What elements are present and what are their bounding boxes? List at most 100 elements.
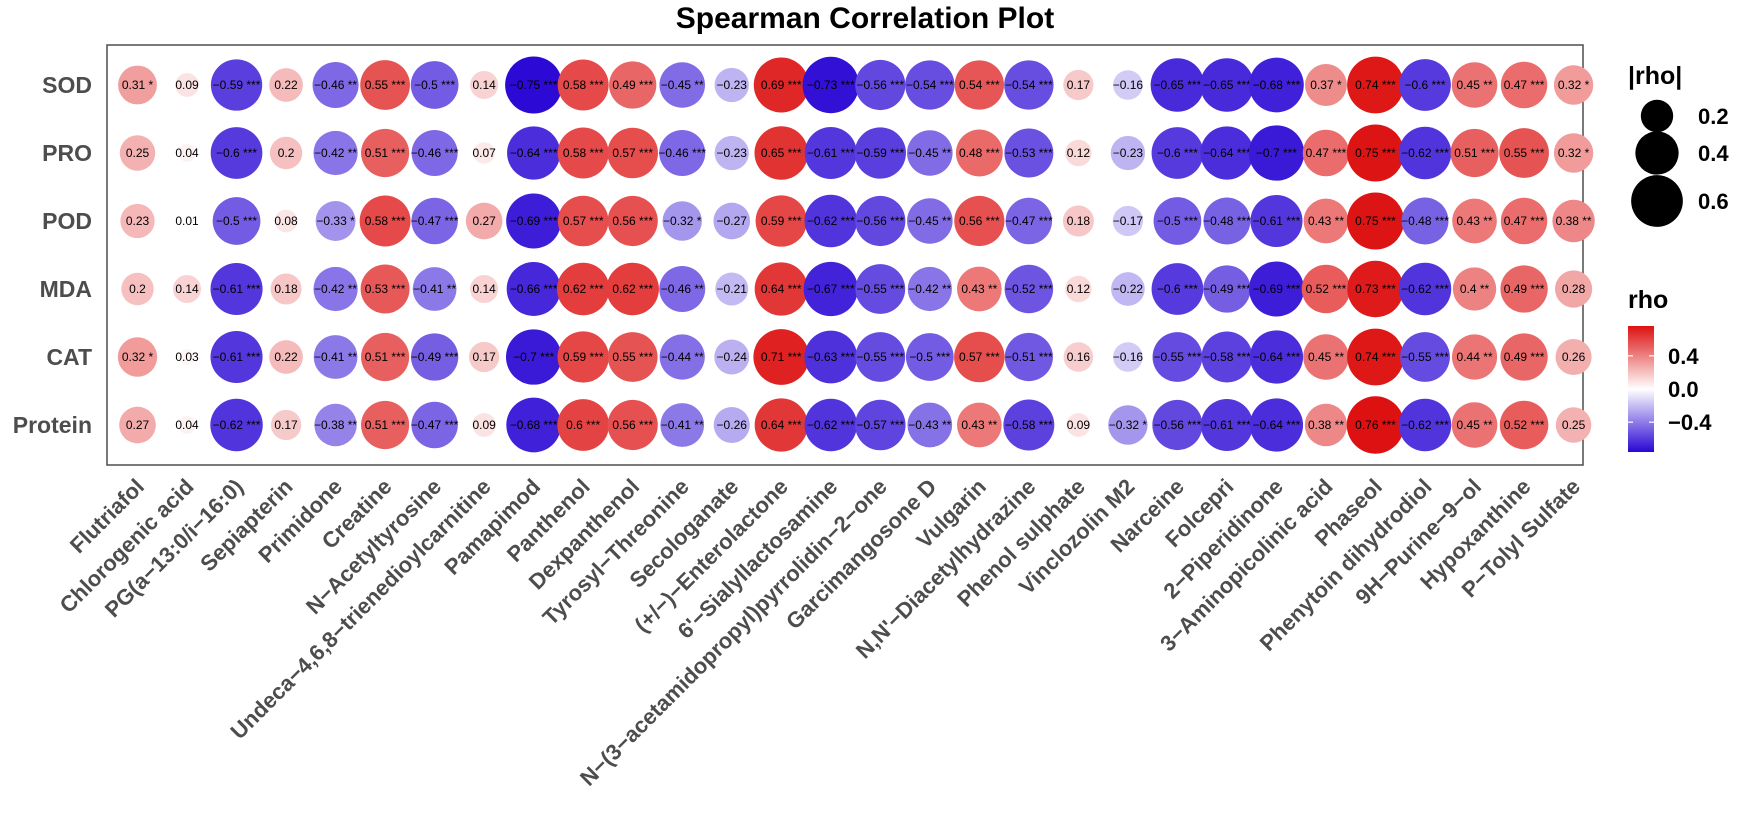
- cell-dot: [210, 330, 263, 384]
- cell-label: −0.41 **: [661, 418, 704, 432]
- cell-label: −0.62 ***: [213, 418, 261, 432]
- cell-label: 0.09: [1067, 418, 1091, 432]
- cell-dot: [1398, 126, 1452, 180]
- cell-label: −0.17: [1113, 214, 1144, 228]
- cell-label: 0.32 *: [1558, 146, 1590, 160]
- cell-dot: [270, 409, 302, 441]
- cell-label: 0.51 ***: [1454, 146, 1495, 160]
- cell-dot: [802, 56, 859, 114]
- cell-label: −0.67 ***: [807, 282, 855, 296]
- color-legend: rho 0.4 0.0 −0.4: [1628, 286, 1712, 452]
- cell-dot: [607, 332, 658, 382]
- cell-dot: [473, 142, 495, 164]
- cell-dot: [1110, 135, 1146, 171]
- cell-dot: [659, 265, 706, 313]
- cell-dot: [804, 398, 858, 452]
- cell-label: −0.45 **: [661, 78, 704, 92]
- cell-label: 0.32 *: [1558, 78, 1590, 92]
- cell-label: 0.56 ***: [959, 214, 1000, 228]
- cell-dot: [715, 272, 749, 306]
- cell-label: −0.59 ***: [213, 78, 261, 92]
- cell-dot: [1151, 127, 1204, 179]
- cell-label: −0.55 ***: [856, 282, 904, 296]
- cell-label: −0.51 ***: [1005, 350, 1053, 364]
- cell-dot: [713, 202, 751, 240]
- cell-dot: [1400, 332, 1450, 382]
- cell-dot: [210, 59, 263, 111]
- cell-label: 0.08: [274, 214, 298, 228]
- cell-dot: [954, 60, 1005, 110]
- cell-dot: [804, 330, 858, 384]
- cell-label: 0.52 ***: [1504, 418, 1545, 432]
- cell-dot: [713, 406, 750, 444]
- cell-label: −0.62 ***: [807, 214, 855, 228]
- cell-label: −0.64 ***: [1253, 418, 1301, 432]
- cell-dot: [1063, 342, 1094, 372]
- cell-dot: [907, 402, 953, 448]
- cell-dot: [1248, 261, 1304, 317]
- cell-label: −0.48 ***: [1203, 214, 1251, 228]
- cell-dot: [361, 128, 410, 178]
- cell-label: −0.44 **: [661, 350, 704, 364]
- cell-dot: [472, 413, 496, 437]
- cell-dot: [1203, 265, 1251, 313]
- color-legend-title: rho: [1628, 286, 1668, 314]
- cell-dot: [269, 68, 303, 102]
- cell-dot: [753, 329, 810, 385]
- cell-label: 0.14: [175, 282, 199, 296]
- size-legend-label: 0.6: [1698, 189, 1729, 214]
- cell-label: −0.24: [717, 350, 748, 364]
- cell-label: 0.59 ***: [563, 350, 604, 364]
- cell-label: 0.23: [126, 214, 150, 228]
- cell-dot: [360, 264, 410, 314]
- cell-label: −0.6 ***: [216, 146, 257, 160]
- cell-label: 0.65 ***: [761, 146, 802, 160]
- cell-label: 0.75 ***: [1355, 214, 1396, 228]
- color-legend-label: −0.4: [1668, 410, 1712, 435]
- cell-dot: [411, 401, 458, 449]
- cell-label: 0.74 ***: [1355, 78, 1396, 92]
- cell-dot: [855, 264, 906, 314]
- cell-label: 0.12: [1067, 282, 1091, 296]
- cell-dot: [957, 266, 1002, 312]
- cell-label: −0.61 ***: [213, 350, 261, 364]
- cell-dot: [955, 129, 1003, 177]
- cell-label: −0.26: [717, 418, 748, 432]
- cell-dot: [905, 60, 955, 110]
- cell-label: 0.48 ***: [959, 146, 1000, 160]
- cell-label: −0.75 ***: [510, 78, 558, 92]
- cell-label: 0.57 ***: [563, 214, 604, 228]
- cell-dot: [1063, 69, 1094, 101]
- cell-label: 0.73 ***: [1355, 282, 1396, 296]
- cell-label: −0.32 *: [663, 214, 702, 228]
- cell-dot: [855, 59, 906, 111]
- cell-label: −0.21: [717, 282, 748, 296]
- cell-dot: [714, 67, 749, 103]
- cell-dot: [175, 73, 199, 97]
- cell-label: −0.56 ***: [1154, 418, 1202, 432]
- cell-dot: [1499, 128, 1549, 178]
- cell-label: −0.48 ***: [1401, 214, 1449, 228]
- plot-panel: [106, 44, 1584, 466]
- cell-label: −0.46 ***: [658, 146, 706, 160]
- cell-label: 0.58 ***: [563, 78, 604, 92]
- cell-dot: [1062, 205, 1094, 237]
- cell-dot: [172, 274, 202, 304]
- cell-dot: [270, 273, 302, 305]
- cell-dot: [1553, 133, 1594, 173]
- cell-label: −0.22: [1113, 282, 1144, 296]
- cell-label: −0.7 ***: [1256, 146, 1297, 160]
- cell-dot: [1249, 57, 1304, 113]
- cell-dot: [1552, 199, 1595, 243]
- cell-label: 0.57 ***: [612, 146, 653, 160]
- cell-label: 0.12: [1067, 146, 1091, 160]
- cell-dot: [506, 262, 561, 316]
- cell-label: 0.71 ***: [761, 350, 802, 364]
- cell-dot: [855, 332, 906, 382]
- cell-label: −0.57 ***: [856, 418, 904, 432]
- cell-dot: [210, 398, 263, 452]
- size-legend-title: |rho|: [1628, 62, 1682, 90]
- cell-dot: [178, 144, 196, 162]
- cell-label: 0.55 ***: [365, 78, 406, 92]
